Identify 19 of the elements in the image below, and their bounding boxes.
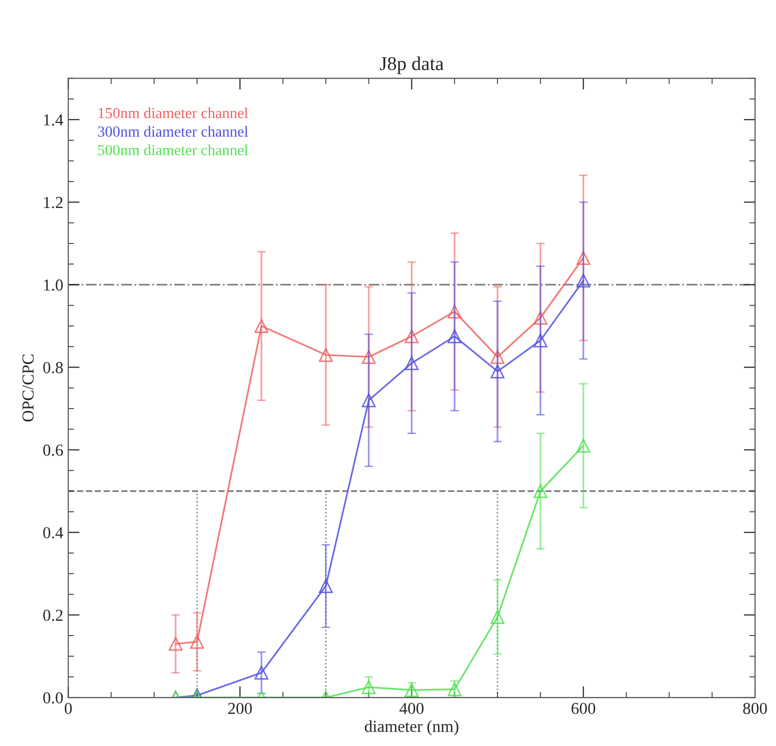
x-tick-label: 0 (64, 702, 72, 714)
y-tick-label: 1.2 (44, 196, 63, 208)
x-tick-label: 200 (228, 702, 252, 714)
y-tick-label: 0.2 (43, 610, 63, 621)
y-tick-label: 0.6 (43, 444, 63, 456)
x-axis-title: diameter (nm) (364, 720, 458, 736)
y-tick-label: 0.8 (43, 362, 63, 374)
chart-title: J8p data (380, 56, 444, 74)
y-tick-label: 0.0 (43, 692, 63, 704)
x-tick-label: 600 (572, 702, 596, 714)
y-tick-label: 0.4 (43, 527, 64, 538)
text: 150nm diameter channel (98, 107, 248, 118)
text: 300nm diameter channel (98, 126, 248, 137)
y-tick-label: 1.4 (44, 114, 64, 126)
x-tick-label: 800 (743, 702, 767, 714)
x-tick-label: 400 (399, 702, 424, 714)
y-tick-label: 1.0 (44, 279, 63, 291)
text: 500nm diameter channel (98, 144, 248, 156)
y-axis-title: OPC/CPC (22, 354, 34, 422)
